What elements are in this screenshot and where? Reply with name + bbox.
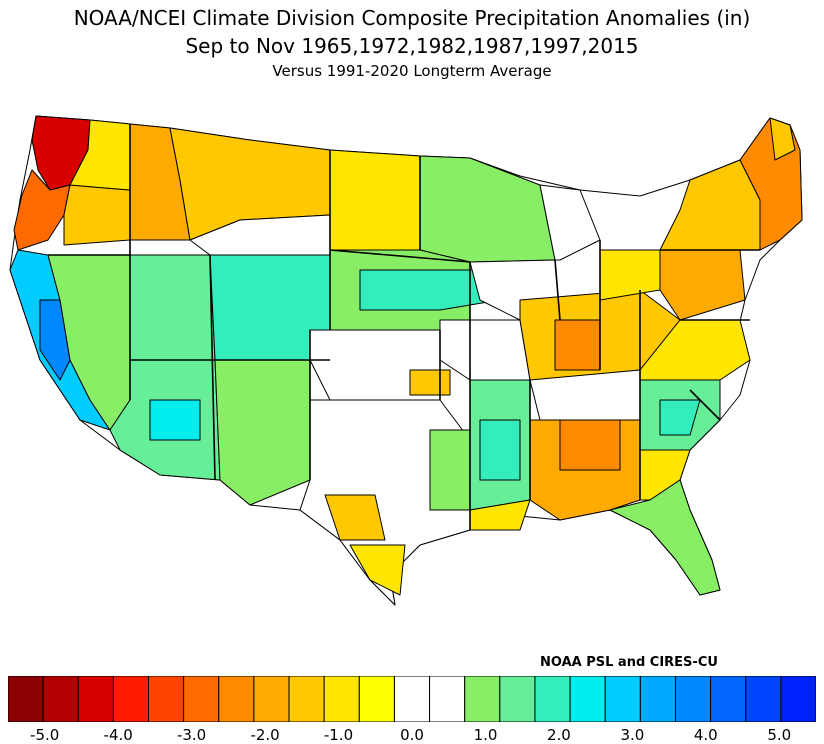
region-michigan	[539, 184, 601, 261]
colorbar-swatch	[148, 676, 185, 722]
region-oregon-coast	[13, 169, 71, 251]
colorbar-swatch	[323, 676, 360, 722]
colorbar-swatch	[780, 676, 816, 722]
region-new-mexico	[214, 359, 311, 506]
colorbar-swatch	[429, 676, 466, 722]
region-utah	[129, 254, 216, 361]
colorbar-tick-label: 1.0	[473, 726, 498, 744]
colorbar-swatch	[499, 676, 536, 722]
region-washington-east	[69, 119, 131, 191]
colorbar-swatch	[42, 676, 79, 722]
colorbar-tick-label: -5.0	[30, 726, 60, 744]
colorbar-swatch	[218, 676, 255, 722]
colorbar-tick-label: 0.0	[400, 726, 424, 744]
colorbar-tick-label: -2.0	[250, 726, 280, 744]
region-california-central	[39, 299, 71, 381]
region-maine-north	[769, 117, 796, 161]
region-texas-south	[349, 544, 406, 596]
region-texas-east	[429, 429, 471, 511]
region-texas-central	[324, 494, 386, 541]
colorbar-swatch	[710, 676, 747, 722]
credit-label: NOAA PSL and CIRES-CU	[540, 655, 718, 670]
region-arizona-east	[149, 399, 201, 441]
colorbar-swatch	[77, 676, 114, 722]
colorbar-tick-label: -3.0	[176, 726, 207, 744]
us-precipitation-anomaly-map	[9, 115, 803, 606]
colorbar-tick-label: 2.0	[546, 726, 571, 744]
region-oregon-inland	[63, 184, 131, 246]
colorbar-swatch	[183, 676, 220, 722]
region-florida	[609, 479, 721, 596]
colorbar-tick-labels: -5.0 -4.0 -3.0 -2.0 -1.0 0.0 1.0 2.0 3.0 4.0 5.0	[0, 726, 824, 744]
colorbar-swatch	[745, 676, 782, 722]
region-carolina-inland	[659, 399, 701, 436]
colorbar-swatch	[464, 676, 501, 722]
baseline-caption: Versus 1991-2020 Longterm Average	[272, 62, 552, 80]
map-subtitle: Sep to Nov 1965,1972,1982,1987,1997,2015	[185, 34, 639, 58]
colorbar-swatch	[112, 676, 150, 722]
colorbar-tick-label: -1.0	[323, 726, 354, 744]
colorbar-swatch	[534, 676, 571, 722]
colorbar-tick-label: 5.0	[767, 726, 792, 744]
colorbar-swatch	[358, 676, 395, 722]
colorbar-swatch	[604, 676, 641, 722]
colorbar-tick-label: 3.0	[620, 726, 645, 744]
colorbar-swatch	[8, 676, 44, 722]
colorbar	[8, 676, 816, 722]
region-georgia-north	[559, 419, 621, 471]
colorbar-swatch	[253, 676, 290, 722]
colorbar-tick-label: 4.0	[693, 726, 718, 744]
region-oklahoma-south	[409, 369, 451, 396]
region-mississippi-core	[479, 419, 521, 481]
map-title: NOAA/NCEI Climate Division Composite Pre…	[73, 6, 751, 30]
colorbar-swatch	[639, 676, 676, 722]
colorbar-swatch	[674, 676, 712, 722]
colorbar-swatch	[393, 676, 431, 722]
colorbar-swatch	[569, 676, 606, 722]
colorbar-swatch	[288, 676, 325, 722]
region-dakotas	[329, 149, 421, 251]
colorbar-tick-label: -4.0	[103, 726, 133, 744]
region-indiana	[554, 319, 601, 371]
region-minnesota-wisconsin	[419, 155, 556, 263]
